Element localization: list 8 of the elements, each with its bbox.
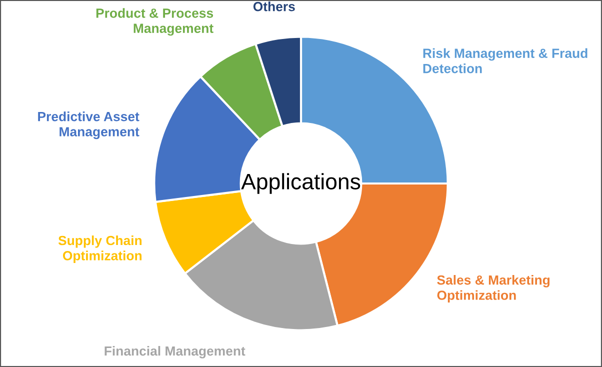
slice-label: Financial Management (104, 346, 246, 358)
slice-label: Predictive Asset Management (38, 112, 140, 140)
slice-label: Product & Process Management (96, 8, 214, 36)
slice-label: Supply Chain Optimization (58, 235, 142, 263)
text: Applications (241, 173, 360, 194)
slice-label: Sales & Marketing Optimization (437, 275, 550, 303)
slice-label: Risk Management & Fraud Detection (423, 48, 588, 74)
slice-label: Others (253, 2, 295, 12)
